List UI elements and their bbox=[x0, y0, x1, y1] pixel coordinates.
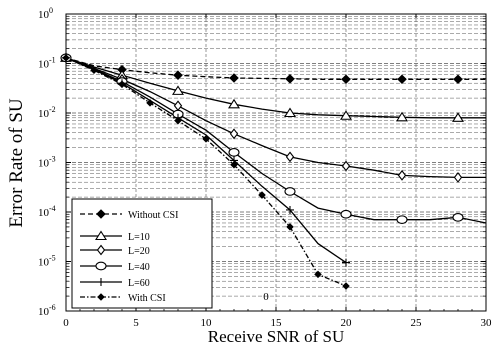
data-point-l-10 bbox=[396, 111, 408, 122]
data-point-l-40 bbox=[228, 148, 240, 157]
data-point-l-40 bbox=[396, 215, 408, 225]
legend: Without CSI L=10 L=20 L=40 L=60 With CSI bbox=[71, 198, 213, 309]
data-point-l-10 bbox=[228, 98, 240, 109]
series-line-without-csi bbox=[65, 57, 486, 80]
y-tick-label: 10-3 bbox=[38, 155, 56, 170]
legend-label-l-40: L=40 bbox=[128, 262, 150, 273]
x-tick-label: 0 bbox=[63, 317, 69, 329]
series-markers bbox=[60, 52, 464, 290]
series-line-l-40 bbox=[65, 57, 487, 224]
data-point-l-20 bbox=[453, 172, 463, 183]
data-point-l-10 bbox=[284, 107, 296, 118]
y-tick-label: 10-2 bbox=[38, 105, 56, 120]
data-point-without-csi bbox=[397, 74, 407, 85]
x-tick-label: 15 bbox=[271, 317, 283, 329]
legend-label-l-60: L=60 bbox=[128, 278, 150, 289]
legend-label-l-10: L=10 bbox=[128, 232, 150, 243]
x-tick-label: 5 bbox=[133, 317, 139, 329]
series-line-l-20 bbox=[65, 57, 486, 179]
x-tick-label: 30 bbox=[481, 317, 493, 329]
tick-marks bbox=[65, 13, 487, 312]
data-point-with-csi bbox=[90, 66, 98, 75]
legend-box bbox=[71, 198, 213, 309]
data-point-with-csi bbox=[146, 99, 154, 107]
legend-marker-l-20 bbox=[96, 244, 106, 256]
legend-marker-with-csi bbox=[97, 293, 105, 301]
legend-marker-l-10 bbox=[95, 230, 107, 241]
series-lines bbox=[65, 57, 487, 287]
data-point-with-csi bbox=[258, 191, 266, 199]
data-point-without-csi bbox=[453, 74, 463, 85]
y-axis-title: Error Rate of SU bbox=[6, 98, 27, 228]
legend-marker-without-csi bbox=[96, 209, 106, 219]
data-point-l-40 bbox=[340, 209, 352, 219]
series-line-l-10 bbox=[65, 57, 486, 119]
data-point-with-csi bbox=[62, 54, 70, 62]
data-point-with-csi bbox=[286, 223, 294, 231]
x-tick-label: 10 bbox=[201, 317, 213, 329]
data-point-without-csi bbox=[285, 74, 295, 84]
legend-label-l-20: L=20 bbox=[128, 246, 150, 257]
data-point-l-10 bbox=[340, 110, 352, 120]
data-point-l-20 bbox=[229, 128, 239, 140]
x-tick-label: 25 bbox=[411, 317, 423, 329]
legend-marker-l-40 bbox=[95, 261, 107, 271]
legend-marker-l-60 bbox=[97, 278, 105, 286]
x-tick-label: 20 bbox=[341, 317, 353, 329]
data-point-l-20 bbox=[285, 151, 295, 163]
y-tick-label: 10-4 bbox=[38, 204, 56, 219]
data-point-without-csi bbox=[229, 73, 239, 83]
data-point-l-20 bbox=[173, 100, 183, 112]
y-tick-label: 10-5 bbox=[38, 254, 56, 269]
data-point-l-40 bbox=[284, 187, 296, 196]
data-point-with-csi bbox=[342, 282, 350, 290]
data-point-l-60 bbox=[342, 258, 350, 267]
data-point-l-60 bbox=[286, 205, 294, 214]
y-tick-label: 100 bbox=[38, 6, 53, 21]
series-line-l-60 bbox=[65, 57, 347, 264]
legend-label-without-csi: Without CSI bbox=[128, 210, 178, 221]
data-point-l-10 bbox=[172, 85, 184, 95]
y-tick-label: 10-6 bbox=[38, 303, 56, 318]
data-point-l-20 bbox=[397, 169, 407, 181]
data-point-without-csi bbox=[173, 70, 183, 80]
data-point-with-csi bbox=[174, 116, 182, 125]
data-point-l-10 bbox=[452, 112, 464, 122]
y-tick-label: 10-1 bbox=[38, 56, 56, 71]
y-tick-labels: 100 10-1 10-2 10-3 10-4 10-5 10-6 bbox=[38, 6, 56, 318]
data-point-l-20 bbox=[341, 160, 351, 172]
x-axis-title: Receive SNR of SU bbox=[208, 327, 344, 346]
data-point-l-40 bbox=[452, 212, 464, 222]
data-point-with-csi bbox=[230, 160, 238, 169]
legend-label-with-csi: With CSI bbox=[128, 293, 166, 304]
data-point-with-csi bbox=[118, 80, 126, 89]
data-point-without-csi bbox=[341, 74, 351, 85]
data-point-with-csi bbox=[314, 270, 322, 279]
x-tick-labels: 0 5 10 15 20 25 30 bbox=[63, 317, 492, 329]
annotation-label: 0 bbox=[263, 291, 269, 303]
data-point-with-csi bbox=[202, 135, 210, 143]
